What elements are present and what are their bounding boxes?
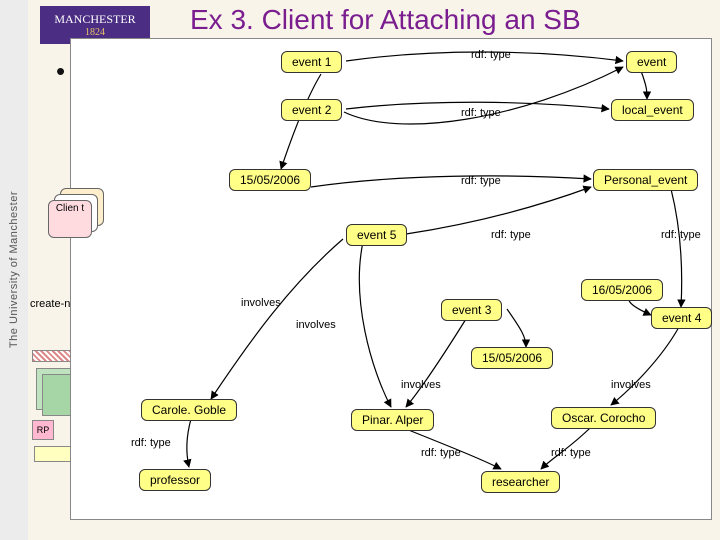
edge-label-inv2: involves [296,319,336,331]
node-local_event: local_event [611,99,694,121]
edge-7 [671,189,682,307]
rdf-graph-diagram: event 1 event 2 event local_event 15/05/2006… [70,38,712,520]
node-pinar: Pinar. Alper [351,409,434,431]
node-professor: professor [139,469,211,491]
node-date1: 15/05/2006 [229,169,311,191]
edge-label-t4: rdf: type [491,229,531,241]
edge-13 [611,327,679,405]
edge-9 [507,309,526,347]
node-event: event [626,51,677,73]
node-event4: event 4 [651,307,712,329]
logo-year: 1824 [40,27,150,38]
edge-label-t2: rdf: type [461,107,501,119]
node-event2: event 2 [281,99,342,121]
client-box: Clien t [48,200,92,238]
edge-label-inv4: involves [611,379,651,391]
node-date3: 15/05/2006 [471,347,553,369]
node-personal_event: Personal_event [593,169,698,191]
edge-5 [311,176,591,187]
edge-label-inv3: involves [401,379,441,391]
edge-label-t1: rdf: type [471,49,511,61]
edge-11 [359,242,391,407]
node-carole: Carole. Goble [141,399,237,421]
node-event1: event 1 [281,51,342,73]
edge-label-t3: rdf: type [461,175,501,187]
client-label: Clien t [56,203,84,214]
logo-name: MANCHESTER [40,12,150,27]
edge-4 [281,74,321,169]
rp-widget: RP [32,420,54,440]
edge-3 [641,71,647,99]
slide-title: Ex 3. Client for Attaching an SB [190,4,581,36]
edge-6 [406,187,591,234]
node-oscar: Oscar. Corocho [551,407,656,429]
edge-label-t5: rdf: type [661,229,701,241]
edge-label-t6: rdf: type [131,437,171,449]
university-sidebar: The University of Manchester [0,0,28,540]
node-event5: event 5 [346,224,407,246]
node-event3: event 3 [441,299,502,321]
edge-label-inv1: involves [241,297,281,309]
node-researcher: researcher [481,471,560,493]
sidebar-text: The University of Manchester [8,191,20,348]
node-date2: 16/05/2006 [581,279,663,301]
edge-14 [187,419,191,467]
edge-label-t7: rdf: type [421,447,461,459]
edge-12 [406,319,466,407]
edge-label-t8: rdf: type [551,447,591,459]
